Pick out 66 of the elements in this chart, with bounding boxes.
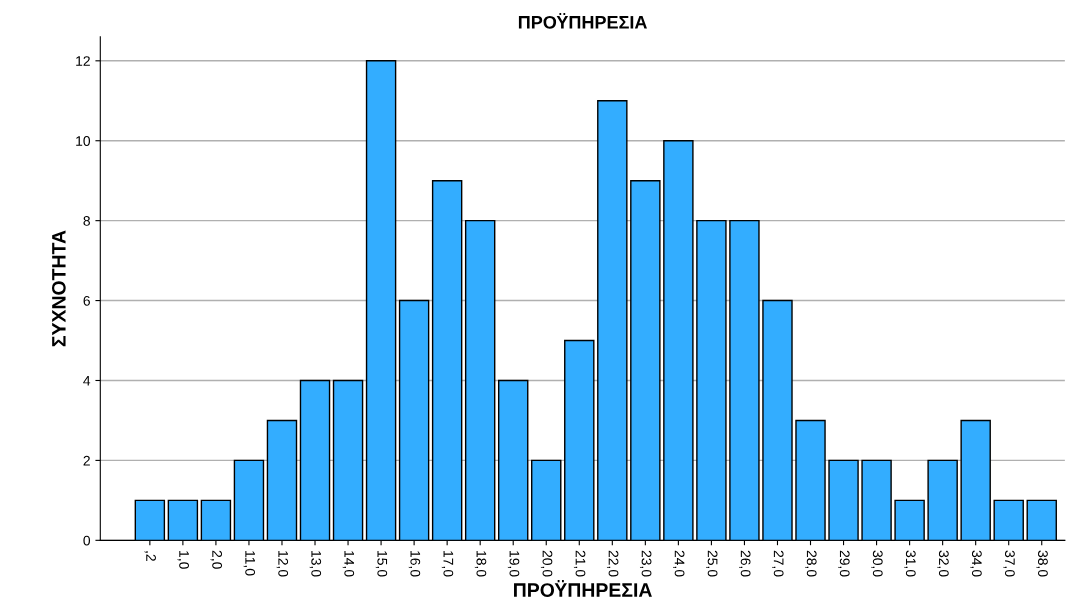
x-tick-label: 16,0: [408, 551, 421, 577]
bar: [960, 419, 991, 541]
x-tick-label: 14,0: [342, 551, 355, 577]
chart-title: ΠΡΟΫΠΗΡΕΣΙΑ: [518, 13, 647, 29]
bar: [497, 379, 529, 541]
bar: [828, 459, 859, 541]
x-tick-label: 18,0: [474, 551, 487, 577]
x-tick-label: 13,0: [309, 551, 322, 577]
y-tick-label: 4: [83, 375, 91, 386]
bar: [795, 419, 826, 541]
x-tick-label: 22,0: [606, 550, 619, 577]
bar: [464, 219, 496, 541]
y-tick-label: 12: [76, 56, 90, 66]
bar: [233, 459, 265, 541]
x-tick-label: 23,0: [639, 550, 652, 577]
y-tick-label: 6: [83, 295, 90, 306]
bar: [630, 179, 661, 541]
bar: [332, 379, 364, 541]
bar: [398, 299, 430, 541]
x-tick-label: 27,0: [772, 550, 784, 577]
x-tick-label: 28,0: [805, 550, 817, 577]
x-tick-label: 21,0: [573, 550, 586, 577]
x-tick-label: 19,0: [507, 551, 520, 577]
bar: [597, 100, 628, 541]
bar: [431, 179, 463, 541]
x-axis-title: ΠΡΟΫΠΗΡΕΣΙΑ: [514, 580, 652, 597]
bar: [762, 299, 793, 541]
bar: [927, 459, 958, 541]
bar: [200, 499, 232, 541]
x-tick-label: 2,0: [210, 550, 223, 569]
x-tick-label: 31,0: [904, 550, 916, 577]
x-tick-label: 15,0: [375, 551, 388, 577]
x-tick-label: 29,0: [838, 550, 850, 577]
x-tick-label: 32,0: [937, 550, 949, 577]
x-tick-label: 30,0: [871, 550, 883, 577]
x-tick-label: 25,0: [706, 550, 718, 577]
bar: [167, 499, 199, 541]
bar: [993, 499, 1024, 541]
bar: [564, 339, 595, 541]
y-tick-label: 8: [83, 215, 90, 226]
bar: [266, 419, 298, 541]
x-tick-label: 20,0: [540, 550, 553, 577]
x-tick-label: 24,0: [673, 550, 685, 577]
y-tick-label: 0: [83, 535, 91, 546]
y-axis-title: ΣΥΧΝΟΤΗΤΑ: [51, 230, 66, 347]
x-tick-label: 17,0: [441, 551, 454, 577]
x-tick-label: 37,0: [1003, 550, 1015, 577]
bar: [134, 499, 166, 541]
bar: [299, 379, 331, 541]
bar: [696, 219, 727, 541]
bar: [1026, 499, 1057, 541]
x-tick-label: 26,0: [739, 550, 751, 577]
x-tick-label: ,2: [144, 551, 156, 561]
x-tick-label: 38,0: [1036, 550, 1048, 577]
bar: [365, 60, 397, 541]
x-tick-label: 1,0: [177, 551, 189, 569]
bar: [861, 459, 892, 541]
bar: [531, 459, 562, 541]
y-tick-label: 10: [76, 136, 91, 146]
x-tick-label: 34,0: [970, 550, 982, 577]
bar: [729, 219, 760, 541]
bar: [663, 140, 694, 541]
x-tick-label: 12,0: [276, 551, 289, 577]
x-tick-label: 11,0: [243, 551, 256, 576]
bar: [894, 499, 925, 541]
y-tick-label: 2: [83, 455, 90, 466]
